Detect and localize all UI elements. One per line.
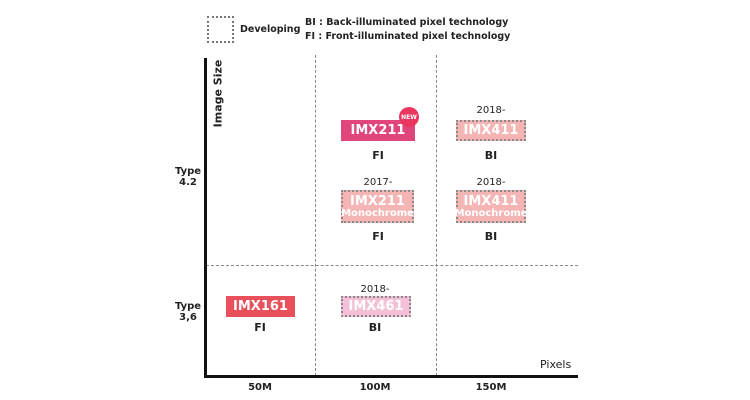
x-tick-150m: 150M [475,382,507,393]
y-tick-type-4-2: Type 4.2 [174,166,202,188]
tech-label: BI [484,149,498,162]
sensor-imx211-monochrome: IMX211 Monochrome [341,190,414,223]
year-label: 2018- [476,105,506,116]
y-axis-title: Image Size [211,59,225,128]
tech-label: FI [372,149,384,162]
tech-label: FI [254,321,266,334]
sensor-imx211: IMX211 [341,120,415,141]
sensor-imx411-monochrome: IMX411 Monochrome [455,190,527,223]
developing-legend-swatch [207,16,234,43]
year-label: 2018- [476,177,506,188]
developing-legend-label: Developing [240,24,301,35]
grid-line-v1 [315,55,316,376]
x-axis [204,375,578,378]
year-label: 2017- [363,177,393,188]
grid-line-h [206,265,578,266]
x-axis-title: Pixels [540,358,572,371]
tech-label: FI [372,230,384,243]
x-tick-100m: 100M [359,382,391,393]
x-tick-50m: 50M [248,382,272,393]
tech-label: BI [368,321,382,334]
grid-line-v2 [436,55,437,376]
sensor-imx161: IMX161 [226,296,295,317]
y-tick-type-3-6: Type 3,6 [174,301,202,323]
tech-label: BI [484,230,498,243]
y-axis [204,58,207,378]
new-badge: NEW [399,107,419,127]
sensor-imx461: IMX461 [341,296,411,317]
bi-legend: BI : Back-illuminated pixel technology [305,17,509,28]
fi-legend: FI : Front-illuminated pixel technology [305,31,511,42]
sensor-imx411: IMX411 [456,120,526,141]
year-label: 2018- [360,284,390,295]
